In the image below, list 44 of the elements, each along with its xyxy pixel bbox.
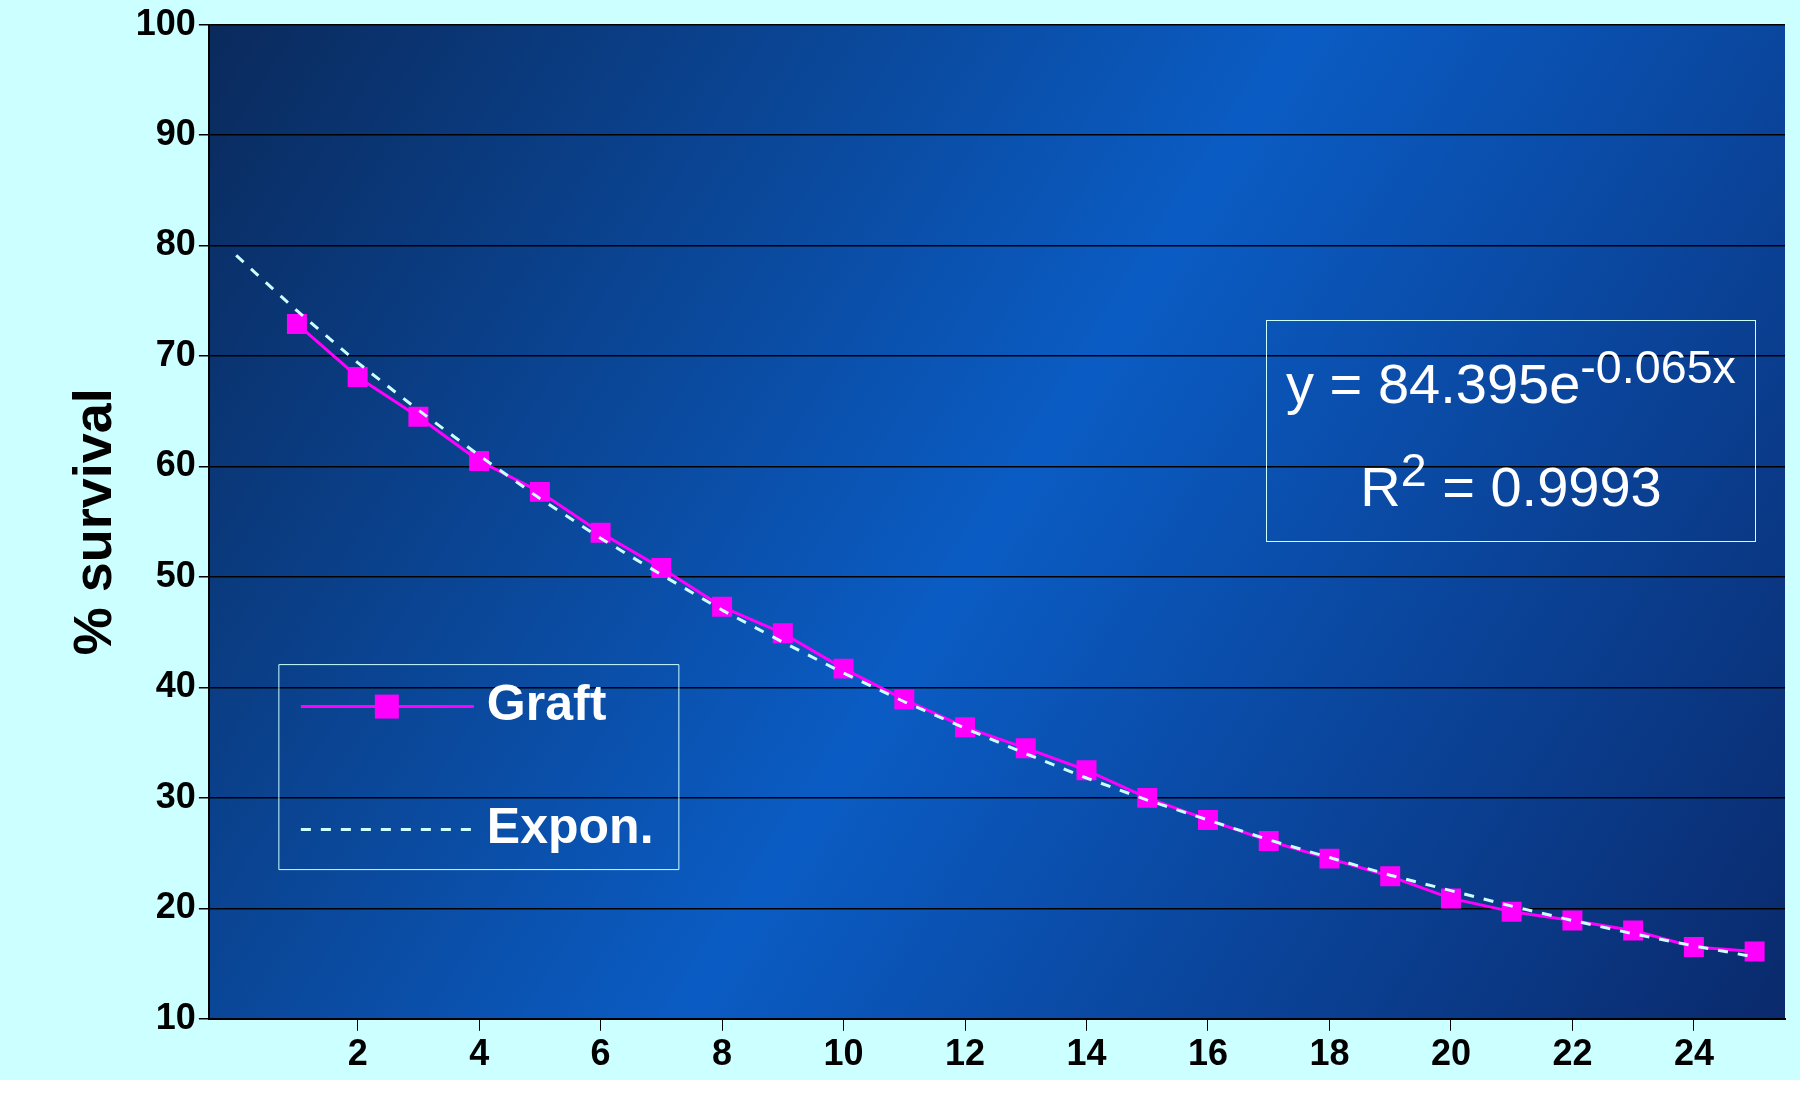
x-tick-label: 22 [1552, 1032, 1593, 1074]
point [1015, 738, 1036, 759]
y-tick-label: 30 [155, 774, 196, 816]
legend-label: Graft [486, 675, 607, 732]
point [469, 450, 490, 471]
point [1744, 941, 1765, 962]
x-tick-label: 20 [1430, 1032, 1471, 1074]
point [1198, 809, 1218, 830]
y-tick-label: 20 [155, 885, 196, 927]
y-tick-label: 70 [155, 332, 196, 374]
point [1258, 830, 1279, 851]
x-tick-label: 16 [1187, 1032, 1229, 1074]
point [1623, 920, 1644, 941]
annotation: y = 84.395e$^{-0.065x}$ [1285, 340, 1737, 417]
x-tick-label: 14 [1066, 1032, 1107, 1074]
y-tick-label: 10 [155, 995, 196, 1037]
x-tick-label: 4 [469, 1032, 490, 1074]
point [347, 367, 368, 387]
point [651, 558, 672, 579]
x-tick-label: 2 [347, 1032, 368, 1074]
y-axis-title: % survival [62, 388, 123, 656]
point [1319, 848, 1340, 869]
x-tick-label: 18 [1309, 1032, 1350, 1074]
y-tick-label: 40 [155, 664, 196, 706]
y-tick-label: 80 [155, 222, 196, 264]
y-tick-label: 50 [155, 553, 196, 595]
point [1440, 888, 1461, 909]
point [1683, 937, 1704, 957]
y-tick-label: 100 [135, 1, 196, 43]
point [772, 623, 793, 644]
point [833, 658, 854, 679]
point [286, 313, 307, 334]
point [955, 717, 976, 738]
x-tick-label: 12 [945, 1032, 986, 1074]
x-tick-label: 10 [823, 1032, 864, 1074]
point [1076, 760, 1097, 781]
y-tick-label: 60 [155, 443, 196, 485]
y-tick-label: 90 [155, 111, 196, 153]
point [1562, 910, 1583, 931]
x-tick-label: 24 [1673, 1032, 1714, 1074]
point [590, 522, 611, 543]
legend-label: Expon. [486, 798, 654, 855]
x-tick-label: 8 [712, 1032, 733, 1074]
x-tick-label: 6 [590, 1032, 611, 1074]
